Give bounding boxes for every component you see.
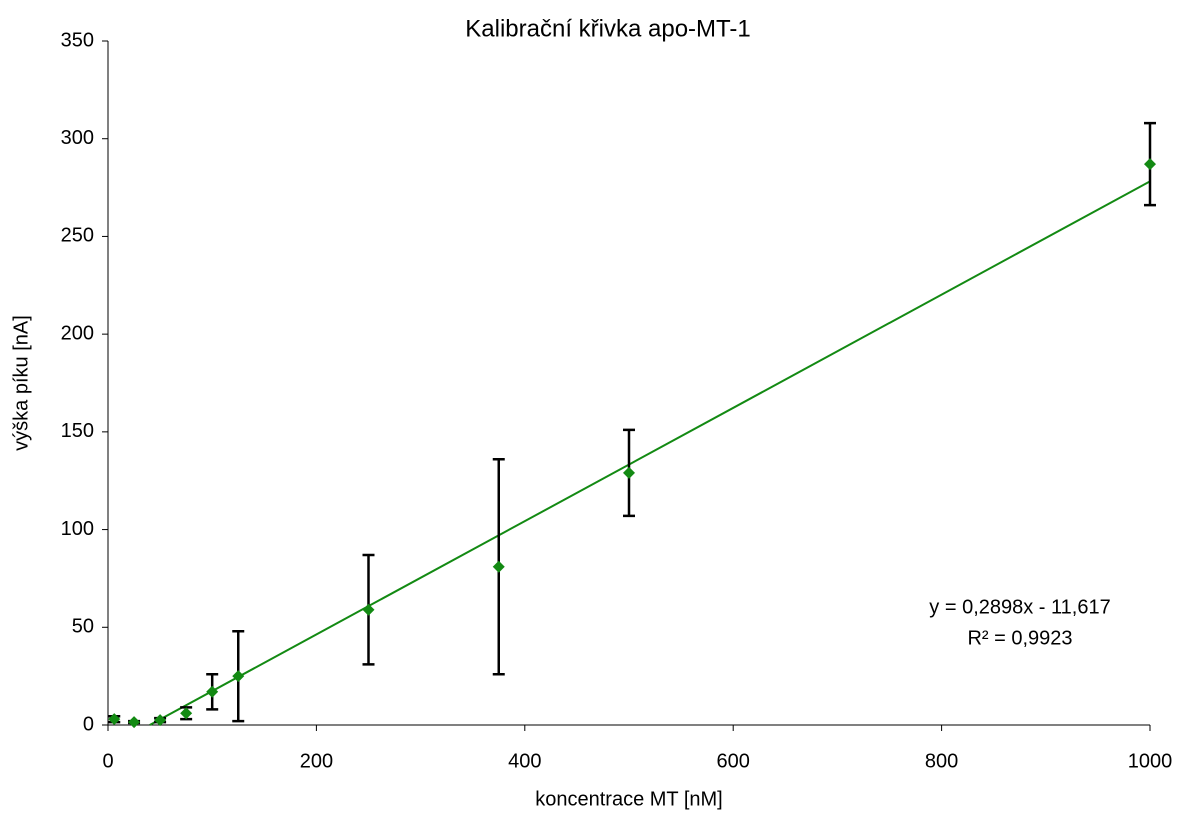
y-tick-label: 100 — [61, 518, 94, 540]
y-tick-label: 300 — [61, 127, 94, 149]
y-axis-label: výška píku [nA] — [10, 315, 32, 451]
data-point — [154, 714, 167, 727]
y-tick-label: 200 — [61, 322, 94, 344]
y-tick-label: 50 — [72, 616, 94, 638]
data-point — [623, 466, 635, 479]
y-tick-label: 150 — [61, 420, 94, 442]
x-axis-label: koncentrace MT [nM] — [535, 788, 722, 810]
data-point — [128, 716, 141, 729]
chart-title: Kalibrační křivka apo-MT-1 — [465, 15, 750, 42]
data-point — [206, 685, 219, 698]
y-tick-label: 0 — [83, 713, 94, 735]
data-point — [1144, 158, 1156, 171]
data-point — [492, 560, 505, 573]
data-point — [180, 707, 193, 720]
data-point — [232, 670, 245, 683]
x-tick-label: 400 — [508, 750, 541, 772]
r-squared: R² = 0,9923 — [967, 627, 1072, 649]
data-point — [108, 713, 121, 726]
x-tick-label: 1000 — [1128, 750, 1173, 772]
x-tick-label: 800 — [925, 750, 958, 772]
y-tick-label: 250 — [61, 225, 94, 247]
x-tick-label: 0 — [102, 750, 113, 772]
trendline — [149, 180, 1151, 726]
x-tick-label: 200 — [300, 750, 333, 772]
equation: y = 0,2898x - 11,617 — [929, 596, 1110, 618]
x-tick-label: 600 — [717, 750, 750, 772]
y-tick-label: 350 — [61, 29, 94, 51]
data-point — [362, 603, 375, 616]
